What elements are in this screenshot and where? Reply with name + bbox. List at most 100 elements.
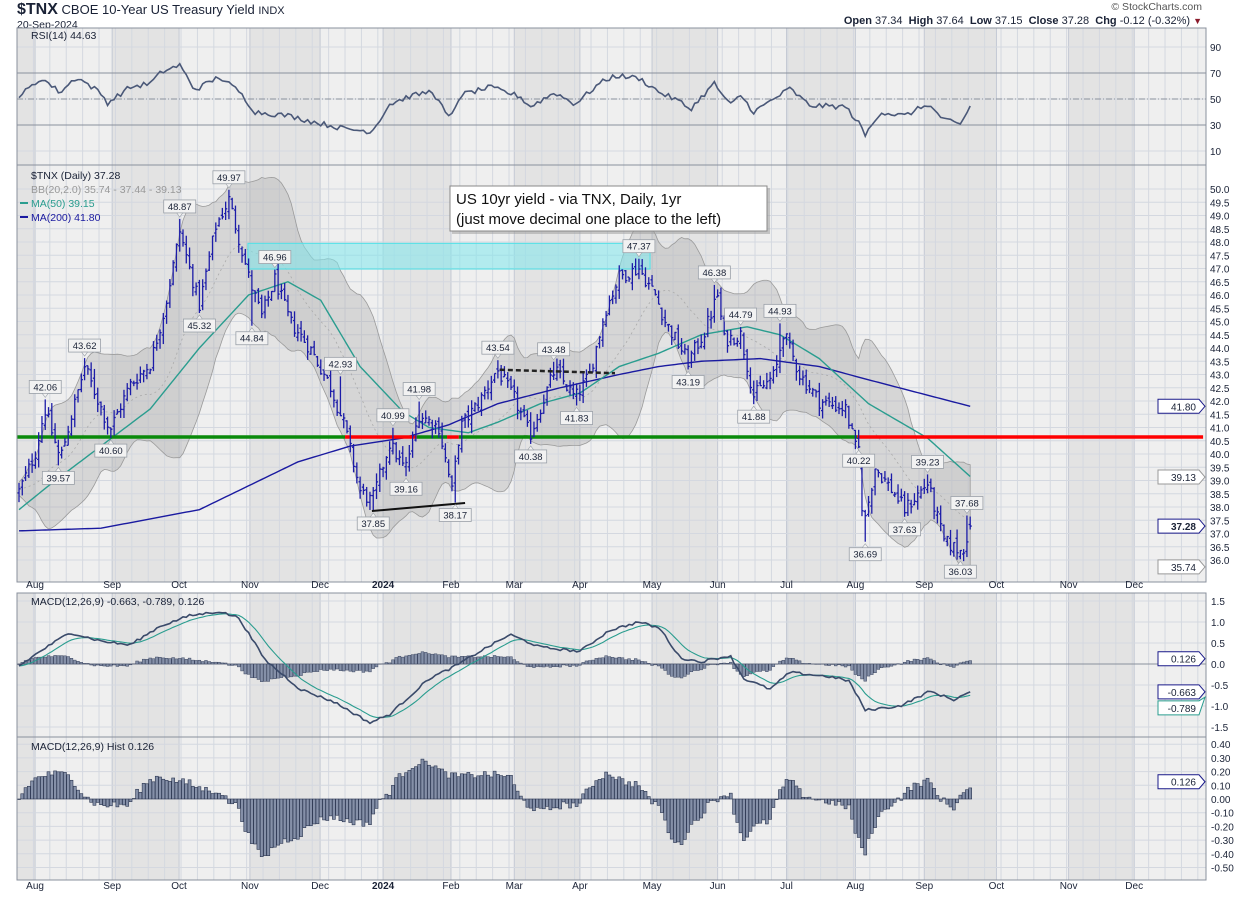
x-axis-label: Nov (241, 580, 259, 591)
price-y-tick-label: 41.5 (1210, 410, 1230, 421)
histogram-bar (171, 777, 175, 800)
macd-panel-hist-bar (155, 656, 159, 665)
price-bar (919, 486, 923, 499)
macd-panel-hist-bar (374, 663, 379, 668)
histogram-bar (453, 772, 458, 800)
price-y-tick-label: 46.5 (1210, 278, 1230, 289)
x-axis-label: Apr (572, 881, 588, 892)
price-bar (932, 487, 936, 520)
x-axis-label: Oct (989, 580, 1005, 591)
histogram-bar (443, 771, 448, 800)
histogram-bar (571, 798, 576, 804)
x-axis-label: Feb (442, 580, 460, 591)
histogram-bar (653, 798, 658, 802)
price-bar (699, 334, 703, 349)
macd-panel-hist-bar (437, 654, 441, 665)
histogram-bar (807, 796, 812, 800)
histogram-bar (814, 798, 818, 801)
macd-panel-hist-bar (893, 663, 897, 666)
price-bar (614, 284, 618, 304)
histogram-bar (758, 798, 763, 824)
rsi-y-tick-label: 10 (1210, 147, 1222, 158)
histogram-bar (305, 798, 310, 827)
macd-panel-hist-bar (345, 663, 349, 671)
x-axis-label: Sep (915, 881, 933, 892)
histogram-bar (400, 776, 405, 800)
histogram-bar (817, 798, 822, 801)
histogram-bar (476, 775, 481, 800)
price-bar (798, 365, 802, 386)
price-bar (666, 323, 671, 332)
price-bar (184, 235, 188, 264)
histogram-bar (355, 798, 359, 821)
x-axis-label: Jun (710, 580, 726, 591)
histogram-bar (568, 798, 572, 809)
macd-panel-hist-bar (204, 660, 208, 665)
x-axis-label: Dec (1125, 881, 1143, 892)
price-bar (853, 429, 857, 450)
histogram-bar (778, 789, 782, 800)
price-y-tick-label: 41.0 (1210, 424, 1230, 435)
price-bar (515, 386, 520, 420)
macd-panel-hist-bar (496, 656, 500, 665)
price-point-label: 36.03 (943, 560, 977, 579)
x-axis-label: Nov (1060, 881, 1078, 892)
macd-panel-hist-bar (286, 663, 290, 678)
price-bar (312, 340, 316, 356)
macd-panel-hist-bar (328, 663, 333, 670)
macd-panel-hist-bar (479, 656, 484, 665)
label-text: 45.32 (188, 321, 212, 332)
histogram-bar (538, 798, 543, 809)
histogram-bar (76, 789, 80, 800)
macd-panel-hist-bar (279, 663, 284, 678)
histogram-bar (722, 795, 727, 800)
histogram-bar (505, 774, 510, 800)
macd-panel-hist-bar (673, 663, 677, 678)
price-bar (342, 413, 346, 429)
price-bar (443, 443, 447, 463)
label-text: 36.69 (853, 550, 877, 561)
histogram-bar (535, 798, 540, 808)
price-bar (368, 491, 372, 510)
price-bar (597, 336, 602, 349)
price-bar (89, 362, 93, 388)
label-pointer (550, 355, 558, 361)
price-bar (292, 311, 297, 337)
hist-panel-border (16, 736, 1207, 881)
x-axis-label: Dec (311, 881, 329, 892)
price-bar (663, 309, 667, 328)
price-point-label: 43.19 (671, 370, 705, 389)
histogram-bar (873, 798, 877, 828)
histogram-bar (328, 798, 333, 817)
histogram-bar (525, 798, 530, 808)
price-bar (860, 460, 864, 517)
histogram-bar (896, 797, 900, 800)
histogram-bar (437, 768, 441, 800)
price-y-tick-label: 45.5 (1210, 304, 1230, 315)
price-bar (866, 496, 871, 517)
histogram-bar (312, 798, 317, 825)
price-bar (535, 413, 539, 432)
histogram-bar (259, 798, 264, 857)
macd-panel-hist-bar (607, 656, 612, 665)
price-point-label: 38.17 (438, 503, 472, 522)
ma200-legend: MA(200) 41.80 (31, 212, 101, 224)
macd-panel-hist-bar (233, 663, 238, 666)
histogram-bar (59, 771, 64, 800)
hist-y-tick-label: -0.50 (1211, 864, 1234, 875)
label-pointer (855, 449, 863, 455)
macd-panel-hist-bar (886, 663, 890, 668)
label-text: 42.06 (33, 382, 57, 393)
label-pointer (776, 317, 784, 322)
price-bar (512, 379, 516, 399)
histogram-bar (194, 787, 198, 800)
price-bar (433, 420, 438, 434)
price-bar (450, 475, 454, 492)
histogram-bar (49, 774, 54, 800)
histogram-bar (650, 798, 654, 805)
macd-panel-hist-bar (679, 663, 684, 679)
histogram-bar (801, 796, 805, 800)
macd-panel-hist-bar (696, 663, 700, 671)
macd-panel-hist-bar (440, 654, 444, 665)
